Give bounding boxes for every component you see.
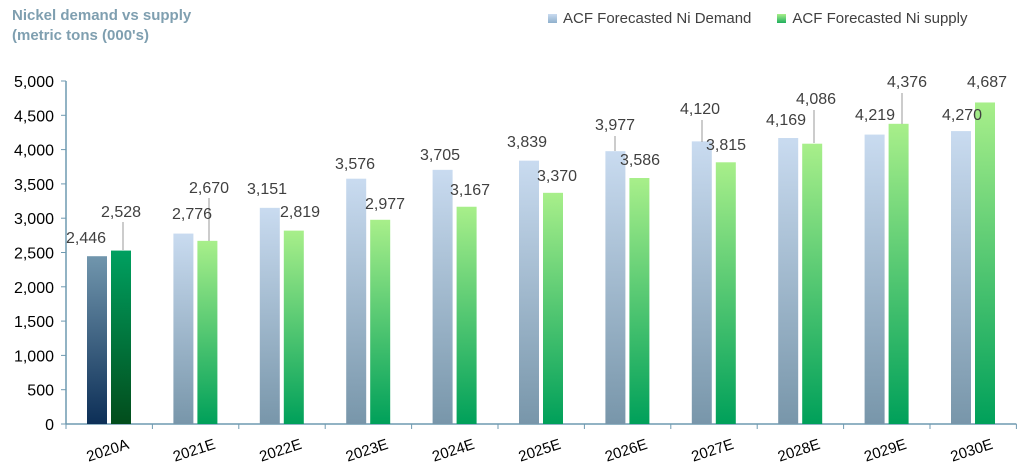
y-tick-label: 2,500 (14, 246, 54, 263)
bar-supply (715, 162, 736, 424)
bar-supply (283, 230, 304, 424)
bar-demand (605, 151, 626, 424)
bar-supply (456, 206, 477, 424)
bar-demand (173, 233, 194, 424)
x-tick-label: 2030E (949, 436, 996, 466)
data-label-supply: 3,586 (620, 152, 660, 169)
y-tick-label: 5,000 (14, 74, 54, 91)
y-tick-label: 4,500 (14, 108, 54, 125)
legend-swatch-supply (777, 14, 787, 23)
data-label-supply: 2,819 (280, 204, 320, 221)
data-label-demand: 4,169 (766, 112, 806, 129)
data-label-demand: 3,705 (420, 147, 460, 164)
data-label-supply: 3,370 (537, 168, 577, 185)
bar-supply (111, 250, 131, 424)
data-label-demand: 3,151 (247, 181, 287, 198)
x-tick-label: 2022E (257, 436, 304, 466)
bar-supply (629, 178, 650, 424)
bar-demand (346, 178, 367, 424)
bar-demand (691, 141, 712, 425)
data-label-demand: 4,219 (855, 107, 895, 124)
x-tick-label: 2025E (517, 436, 564, 466)
y-tick-label: 3,000 (14, 211, 54, 228)
data-label-demand: 4,270 (942, 107, 982, 124)
bar-supply (975, 102, 995, 424)
x-tick-label: 2024E (430, 436, 477, 466)
y-tick-label: 0 (45, 417, 54, 434)
bar-demand (87, 256, 107, 424)
y-tick-label: 3,500 (14, 177, 54, 194)
y-tick-label: 1,000 (14, 348, 54, 365)
data-label-supply: 4,086 (796, 91, 836, 108)
bar-supply (888, 123, 909, 424)
y-tick-label: 4,000 (14, 143, 54, 160)
bar-supply (543, 192, 563, 424)
x-tick-label: 2029E (862, 436, 909, 466)
x-tick-label: 2023E (344, 436, 391, 466)
x-tick-label: 2027E (689, 436, 736, 466)
bar-demand (778, 138, 799, 425)
legend-item-supply: ACF Forecasted Ni supply (777, 10, 967, 27)
legend-label-supply: ACF Forecasted Ni supply (792, 10, 968, 27)
bar-supply (197, 240, 218, 424)
x-tick-label: 2026E (603, 436, 650, 466)
legend-label-demand: ACF Forecasted Ni Demand (563, 10, 752, 27)
y-tick-label: 2,000 (14, 280, 54, 297)
bar-demand (519, 160, 539, 424)
data-label-supply: 3,167 (450, 182, 490, 199)
bar-supply (370, 219, 391, 424)
bar-demand (864, 134, 885, 424)
x-tick-label: 2028E (776, 436, 823, 466)
bar-supply (802, 143, 823, 425)
data-label-demand: 3,576 (335, 156, 375, 173)
data-label-supply: 2,528 (101, 204, 141, 221)
bar-demand (951, 131, 971, 424)
data-label-supply: 3,815 (706, 137, 746, 154)
chart-title: Nickel demand vs supply (metric tons (00… (12, 6, 191, 46)
x-tick-label: 2020A (85, 436, 132, 466)
y-tick-label: 500 (27, 383, 54, 400)
data-label-supply: 4,687 (967, 74, 1007, 91)
bar-demand (432, 169, 453, 424)
legend-swatch-demand (548, 14, 557, 23)
data-label-supply: 2,670 (189, 180, 229, 197)
data-label-demand: 2,446 (66, 230, 106, 247)
data-label-demand: 4,120 (680, 101, 720, 118)
bar-demand (259, 207, 280, 424)
x-tick-label: 2021E (171, 436, 218, 466)
legend-item-demand: ACF Forecasted Ni Demand (548, 10, 751, 27)
data-label-supply: 2,977 (365, 196, 405, 213)
legend: ACF Forecasted Ni Demand ACF Forecasted … (548, 10, 967, 27)
y-tick-label: 1,500 (14, 314, 54, 331)
data-label-demand: 3,839 (507, 134, 547, 151)
chart-subtitle: (metric tons (000's) (12, 27, 149, 44)
data-label-demand: 2,776 (172, 206, 212, 223)
data-label-supply: 4,376 (887, 74, 927, 91)
chart-title-main: Nickel demand vs supply (12, 7, 192, 24)
data-label-demand: 3,977 (595, 117, 635, 134)
